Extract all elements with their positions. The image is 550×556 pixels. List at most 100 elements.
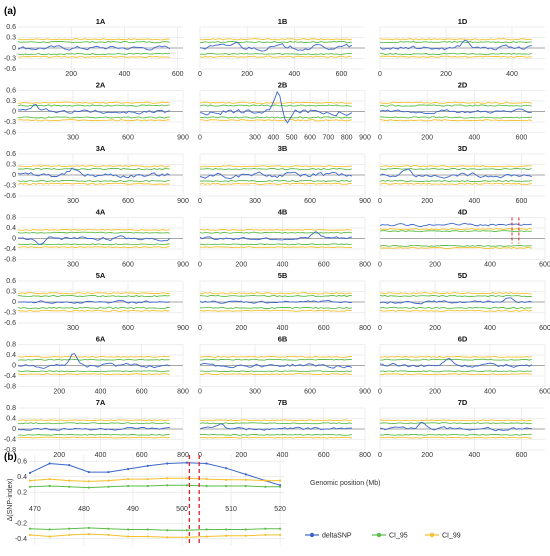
ci99-upper-line (379, 355, 532, 358)
x-tick-label: 700 (322, 135, 334, 142)
ci99-lower-line (17, 373, 170, 376)
ci95-upper-line (17, 294, 170, 298)
x-tick-label: 400 (277, 452, 289, 459)
y-tick-label: 0.6 (6, 24, 16, 31)
ci95-lower-line (17, 116, 170, 119)
ci95-upper-line (379, 104, 532, 107)
x-tick-label: 600 (539, 262, 550, 269)
x-tick-label: 600 (336, 71, 348, 78)
series-point (87, 486, 90, 489)
x-tick-label: 200 (421, 452, 433, 459)
ci99-lower-line (17, 309, 170, 312)
ci99-upper-line (17, 292, 170, 295)
y-tick-label: 0.3 (6, 35, 16, 42)
x-tick-label: 200 (65, 71, 77, 78)
x-tick-label: 900 (177, 135, 189, 142)
series-point (225, 528, 228, 531)
ci95-lower-line (17, 306, 170, 310)
x-tick-label: 500 (286, 135, 298, 142)
ci99-upper-line (17, 38, 170, 41)
series-point (28, 527, 32, 530)
series-point (146, 464, 149, 467)
series-point (244, 478, 247, 481)
x-tick-label: 300 (249, 389, 261, 396)
chromosome-panel-4A: 4A 0.8 0.4 0 -0.4 -0.8 300 600 900 (4, 208, 189, 269)
deltasnp-line (17, 167, 170, 178)
series-point (28, 485, 32, 488)
series-point (87, 526, 90, 530)
y-tick-label: -0.6 (4, 66, 16, 73)
series-line-ci_95_lower (29, 527, 281, 531)
series-point (278, 484, 282, 487)
ci95-lower-line (17, 433, 170, 436)
series-point (205, 535, 208, 538)
series-point (264, 527, 267, 530)
y-tick-label: 0.4 (17, 474, 27, 481)
series-point (28, 533, 32, 537)
y-tick-label: -0.2 (15, 521, 27, 528)
ci99-upper-line (380, 292, 532, 295)
deltasnp-line (199, 362, 352, 369)
panel-title: 4D (458, 208, 468, 217)
series-line-ci_99_lower (29, 533, 281, 538)
x-tick-label: 400 (267, 135, 279, 142)
x-tick-label: 0 (378, 452, 382, 459)
ci99-upper-line (17, 419, 170, 422)
chromosome-panel-6D: 6D 0 200 400 600 (378, 335, 550, 396)
x-tick-label: 200 (421, 135, 433, 142)
x-tick-label: 300 (67, 325, 79, 332)
x-tick-label: 800 (359, 325, 371, 332)
ci99-upper-line (17, 355, 170, 358)
series-point (244, 473, 247, 476)
series-point (146, 477, 149, 481)
series-point (68, 479, 71, 482)
series-line-ci_99 (29, 477, 281, 482)
series-point (107, 479, 110, 482)
x-tick-label: 200 (53, 452, 65, 459)
series-point (166, 477, 169, 480)
y-tick-label: -0.8 (4, 447, 16, 454)
x-tick-label: 800 (359, 452, 371, 459)
ci99-lower-line (17, 119, 170, 122)
x-tick-label: 600 (136, 452, 148, 459)
series-point (278, 533, 282, 537)
y-tick-label: 0.6 (6, 151, 16, 158)
x-tick-label: 0 (198, 135, 202, 142)
ci95-upper-line (380, 358, 532, 361)
x-tick-label: 0 (378, 198, 382, 205)
x-tick-label: 200 (429, 389, 441, 396)
y-tick-label: -0.4 (15, 536, 27, 543)
panel-title: 6D (458, 335, 468, 344)
series-point (185, 484, 189, 487)
ci99-upper-line (199, 228, 352, 231)
x-tick-label: 400 (468, 452, 480, 459)
ci99-lower-line (379, 246, 532, 249)
ci95-upper-line (379, 167, 532, 171)
x-tick-label: 600 (122, 135, 134, 142)
panel-title: 5B (278, 271, 288, 280)
deltasnp-line (199, 231, 352, 241)
x-tick-label: 800 (359, 262, 371, 269)
ci95-lower-line (379, 306, 532, 310)
x-tick-label: 200 (235, 325, 247, 332)
ci99-lower-line (199, 55, 352, 58)
ci99-upper-line (379, 228, 532, 231)
x-tick-label: 200 (429, 325, 441, 332)
ci99-upper-line (379, 165, 532, 168)
panel-title: 4B (278, 208, 288, 217)
chromosome-panel-3A: 3A 0.6 0.3 0 -0.3 -0.6 300 600 900 (4, 144, 189, 205)
panel-title: 3A (96, 144, 106, 153)
series-point (87, 533, 90, 536)
ci99-upper-line (199, 355, 352, 358)
series-point (205, 484, 208, 488)
x-tick-label: 0 (198, 389, 202, 396)
deltasnp-line (17, 426, 170, 431)
series-point (205, 462, 208, 465)
series-point (166, 462, 169, 465)
x-tick-label: 0 (198, 325, 202, 332)
x-tick-label: 400 (277, 325, 289, 332)
ci95-upper-line (199, 167, 352, 171)
ci99-lower-line (379, 182, 532, 185)
zoom-chart: 470 480 490 500 510 520 0.6 0.4 0.2 -0.2 -0.4 Δ(SNP… (7, 455, 461, 545)
panel-a-label: (a) (4, 6, 16, 17)
